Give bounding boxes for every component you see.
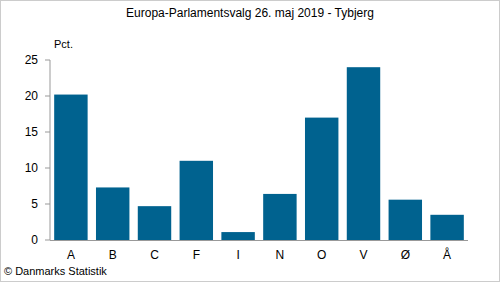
x-tick-label: Å <box>443 247 451 262</box>
source: © Danmarks Statistik <box>4 265 107 277</box>
bar <box>138 206 171 240</box>
bar <box>263 194 296 240</box>
x-tick-label: F <box>193 248 200 262</box>
y-tick <box>45 168 50 169</box>
y-axis-label: Pct. <box>54 38 73 50</box>
bar <box>54 95 87 240</box>
y-tick-label: 5 <box>31 197 38 211</box>
chart-svg: Europa-Parlamentsvalg 26. maj 2019 - Tyb… <box>0 0 500 282</box>
chart-container: Europa-Parlamentsvalg 26. maj 2019 - Tyb… <box>0 0 500 282</box>
bar <box>305 118 338 240</box>
x-tick-label: O <box>317 248 326 262</box>
x-tick-label: Ø <box>401 248 410 262</box>
bar <box>347 67 380 240</box>
bar <box>389 200 422 240</box>
bar <box>180 161 213 240</box>
y-tick <box>45 240 50 241</box>
bar <box>96 187 129 240</box>
x-axis <box>50 240 468 241</box>
y-tick-label: 0 <box>31 233 38 247</box>
x-tick-label: N <box>276 248 285 262</box>
y-tick-label: 20 <box>25 89 39 103</box>
x-tick-label: C <box>150 248 159 262</box>
x-tick-label: V <box>359 248 367 262</box>
y-tick <box>45 132 50 133</box>
y-axis <box>50 60 51 240</box>
y-tick-label: 15 <box>25 125 39 139</box>
y-tick <box>45 204 50 205</box>
x-tick-label: A <box>67 248 75 262</box>
y-tick <box>45 60 50 61</box>
bars <box>54 67 464 240</box>
bar <box>221 232 254 240</box>
y-tick-label: 25 <box>25 53 39 67</box>
bar <box>430 215 463 240</box>
y-tick <box>45 96 50 97</box>
y-tick-label: 10 <box>25 161 39 175</box>
frame <box>1 1 500 282</box>
x-tick-label: I <box>236 248 239 262</box>
x-tick-label: B <box>109 248 117 262</box>
title: Europa-Parlamentsvalg 26. maj 2019 - Tyb… <box>126 6 374 20</box>
